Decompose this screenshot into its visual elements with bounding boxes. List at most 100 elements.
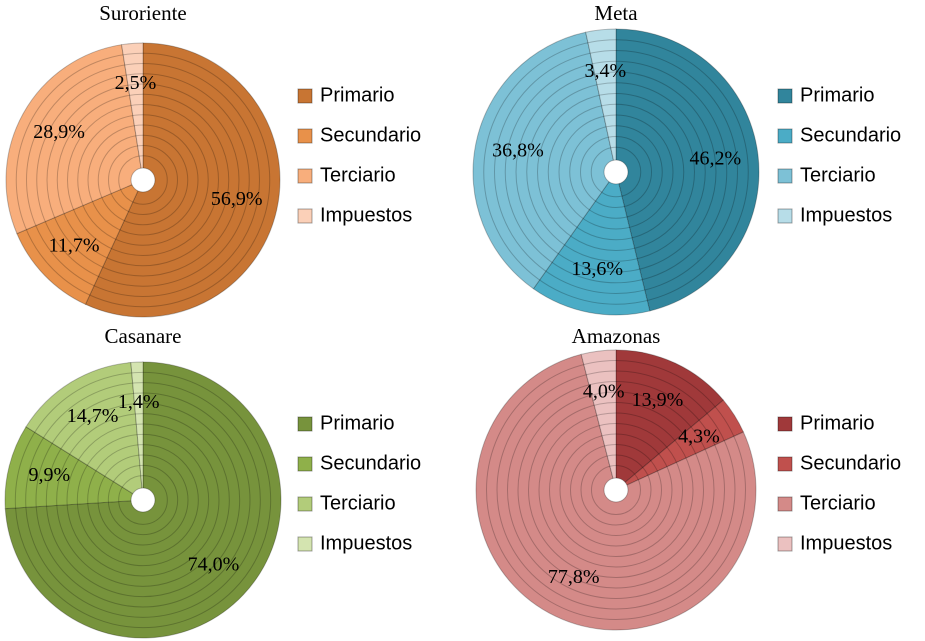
legend-label: Impuestos bbox=[800, 532, 892, 554]
ring-divider bbox=[483, 39, 749, 305]
legend-label: Terciario bbox=[800, 492, 876, 514]
legend-label: Primario bbox=[800, 84, 874, 106]
ring-divider bbox=[87, 124, 199, 236]
ring-divider bbox=[107, 464, 179, 536]
ring-divider bbox=[87, 444, 199, 556]
chart-title: Amazonas bbox=[572, 324, 661, 348]
data-label: 46,2% bbox=[690, 148, 742, 170]
ring-divider bbox=[558, 114, 674, 230]
donut-hole bbox=[603, 477, 629, 503]
pie-slice bbox=[472, 31, 617, 290]
ring-divider bbox=[118, 475, 168, 525]
pie-slice bbox=[532, 170, 651, 316]
data-label: 36,8% bbox=[492, 140, 544, 162]
donut-hole bbox=[603, 159, 629, 185]
ring-divider bbox=[67, 104, 219, 256]
legend-swatch bbox=[777, 88, 793, 104]
data-label: 14,7% bbox=[67, 405, 119, 427]
legend-label: Secundario bbox=[800, 452, 901, 474]
ring-divider bbox=[517, 391, 715, 589]
ring-divider bbox=[77, 114, 209, 246]
pie-slice bbox=[585, 28, 617, 173]
chart-title: Meta bbox=[594, 1, 638, 25]
data-label: 1,4% bbox=[118, 391, 160, 413]
data-label: 13,9% bbox=[632, 389, 684, 411]
legend-label: Terciario bbox=[320, 492, 396, 514]
ring-divider bbox=[45, 402, 241, 598]
pie-slice bbox=[120, 42, 144, 181]
data-label: 2,5% bbox=[115, 72, 157, 94]
legend-swatch bbox=[777, 168, 793, 184]
donut-hole bbox=[130, 487, 156, 513]
legend-swatch bbox=[297, 208, 313, 224]
pie-chart: Casanare 74,0% 9,9% 14,7%1,4% Primario Secund… bbox=[4, 324, 421, 639]
pie-slice bbox=[84, 42, 281, 318]
chart-title: Casanare bbox=[105, 324, 182, 348]
data-label: 3,4% bbox=[584, 60, 626, 82]
ring-divider bbox=[97, 454, 189, 546]
legend-label: Terciario bbox=[800, 164, 876, 186]
pie-slice bbox=[25, 361, 144, 501]
ring-divider bbox=[504, 60, 728, 284]
pie-slice bbox=[580, 349, 617, 491]
ring-divider bbox=[26, 63, 260, 297]
data-label: 9,9% bbox=[29, 464, 71, 486]
ring-divider bbox=[526, 82, 706, 262]
ring-divider bbox=[46, 83, 240, 277]
ring-divider bbox=[108, 145, 178, 215]
data-label: 13,6% bbox=[571, 258, 623, 280]
legend-label: Primario bbox=[320, 412, 394, 434]
ring-divider bbox=[14, 371, 272, 629]
donut-hole bbox=[130, 167, 156, 193]
data-label: 28,9% bbox=[33, 121, 85, 143]
ring-divider bbox=[35, 392, 251, 608]
legend-label: Secundario bbox=[320, 124, 421, 146]
legend-swatch bbox=[777, 416, 793, 432]
legend-label: Terciario bbox=[320, 164, 396, 186]
legend-swatch bbox=[777, 456, 793, 472]
ring-divider bbox=[528, 402, 704, 578]
chart-title: Suroriente bbox=[99, 1, 186, 25]
legend-label: Impuestos bbox=[320, 204, 412, 226]
ring-divider bbox=[494, 50, 738, 294]
ring-divider bbox=[56, 413, 230, 587]
pie-slice bbox=[130, 361, 144, 501]
data-label: 4,3% bbox=[678, 425, 720, 447]
ring-divider bbox=[537, 93, 695, 251]
pie-slice bbox=[615, 28, 760, 312]
pie-slice bbox=[4, 426, 145, 510]
data-label: 11,7% bbox=[49, 234, 100, 256]
ring-divider bbox=[549, 423, 683, 557]
legend-swatch bbox=[297, 416, 313, 432]
ring-divider bbox=[36, 73, 250, 287]
pie-slice bbox=[615, 349, 725, 492]
ring-divider bbox=[580, 136, 652, 208]
ring-divider bbox=[25, 382, 261, 618]
ring-divider bbox=[547, 103, 685, 241]
legend-label: Primario bbox=[320, 84, 394, 106]
ring-divider bbox=[66, 423, 220, 577]
pie-chart: Suroriente 56,9% 11,7% 28,9% 2,5% Primario Sec… bbox=[5, 1, 421, 318]
ring-divider bbox=[56, 93, 230, 267]
data-label: 77,8% bbox=[548, 566, 600, 588]
legend-swatch bbox=[297, 168, 313, 184]
pie-slice bbox=[5, 44, 144, 235]
legend-swatch bbox=[297, 88, 313, 104]
legend-label: Secundario bbox=[800, 124, 901, 146]
legend-label: Impuestos bbox=[320, 532, 412, 554]
legend-swatch bbox=[777, 208, 793, 224]
ring-divider bbox=[486, 360, 746, 620]
legend-swatch bbox=[777, 536, 793, 552]
legend-label: Impuestos bbox=[800, 204, 892, 226]
ring-divider bbox=[580, 454, 652, 526]
ring-divider bbox=[496, 370, 736, 610]
pie-chart: Meta 46,2% 13,6% 36,8% 3,4% Primario Secundari… bbox=[472, 1, 901, 316]
ring-divider bbox=[591, 465, 641, 515]
ring-divider bbox=[569, 125, 663, 219]
pie-slice bbox=[16, 179, 144, 305]
legend-swatch bbox=[777, 496, 793, 512]
legend-swatch bbox=[297, 456, 313, 472]
data-label: 4,0% bbox=[583, 380, 625, 402]
legend-swatch bbox=[777, 128, 793, 144]
